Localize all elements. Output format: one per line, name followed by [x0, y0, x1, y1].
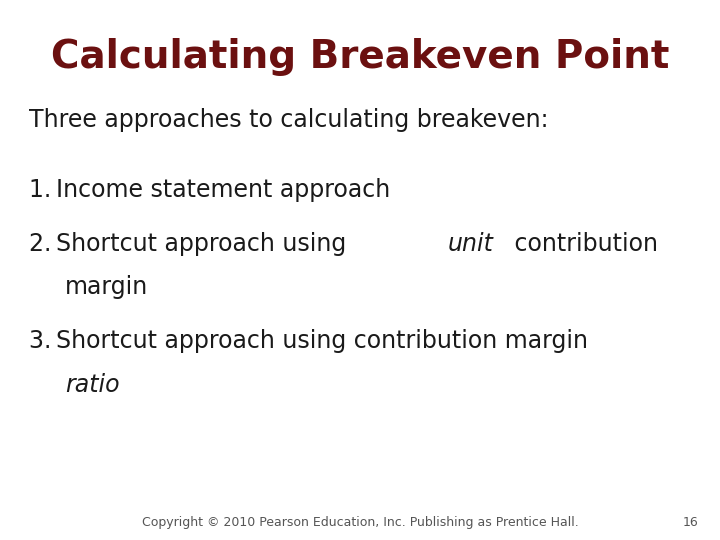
Text: 3. Shortcut approach using contribution margin: 3. Shortcut approach using contribution … [29, 329, 588, 353]
Text: 1. Income statement approach: 1. Income statement approach [29, 178, 390, 202]
Text: contribution: contribution [507, 232, 658, 256]
Text: Copyright © 2010 Pearson Education, Inc. Publishing as Prentice Hall.: Copyright © 2010 Pearson Education, Inc.… [142, 516, 578, 529]
Text: 2. Shortcut approach using: 2. Shortcut approach using [29, 232, 354, 256]
Text: ratio: ratio [65, 373, 120, 396]
Text: Three approaches to calculating breakeven:: Three approaches to calculating breakeve… [29, 108, 549, 132]
Text: 16: 16 [683, 516, 698, 529]
Text: Calculating Breakeven Point: Calculating Breakeven Point [51, 38, 669, 76]
Text: margin: margin [65, 275, 148, 299]
Text: unit: unit [448, 232, 494, 256]
